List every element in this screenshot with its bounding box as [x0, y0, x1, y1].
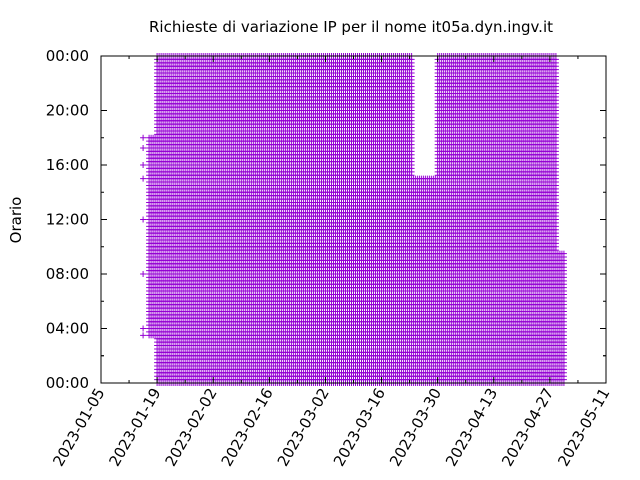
x-tick-label: 2023-04-13 — [442, 385, 501, 470]
data-point — [140, 162, 147, 168]
data-point — [140, 144, 147, 151]
y-tick-label: 04:00 — [46, 320, 89, 338]
data-point — [140, 134, 147, 141]
y-axis-label: Orario — [7, 197, 25, 244]
y-tick-label: 16:00 — [46, 156, 89, 174]
chart-title: Richieste di variazione IP per il nome i… — [149, 18, 553, 36]
x-tick-label: 2023-04-27 — [498, 385, 557, 470]
data-point — [140, 175, 147, 182]
x-tick-label: 2023-02-16 — [218, 385, 277, 470]
x-tick-label: 2023-01-19 — [105, 385, 164, 470]
y-tick-label: 12:00 — [46, 211, 89, 229]
y-tick-label: 08:00 — [46, 265, 89, 283]
data-point-column — [560, 250, 567, 386]
y-tick-label: 00:00 — [46, 374, 89, 392]
x-tick-label: 2023-05-11 — [554, 385, 613, 470]
y-tick-label: 20:00 — [46, 102, 89, 120]
data-point — [140, 216, 147, 223]
axis-ticks — [100, 55, 607, 384]
y-tick-labels: 00:00 04:00 08:00 12:00 16:00 20:00 00:00 — [46, 47, 89, 392]
data-point — [140, 325, 147, 332]
data-point — [140, 332, 147, 339]
x-tick-label: 2023-01-05 — [49, 385, 108, 470]
x-tick-label: 2023-02-02 — [162, 385, 221, 470]
x-tick-label: 2023-03-30 — [386, 385, 445, 470]
data-point — [140, 271, 147, 277]
x-tick-labels: 2023-01-052023-01-192023-02-022023-02-16… — [49, 385, 613, 470]
x-tick-label: 2023-03-02 — [274, 385, 333, 470]
x-tick-label: 2023-03-16 — [330, 385, 389, 470]
y-tick-label: 00:00 — [46, 47, 89, 65]
data-points — [140, 53, 567, 386]
